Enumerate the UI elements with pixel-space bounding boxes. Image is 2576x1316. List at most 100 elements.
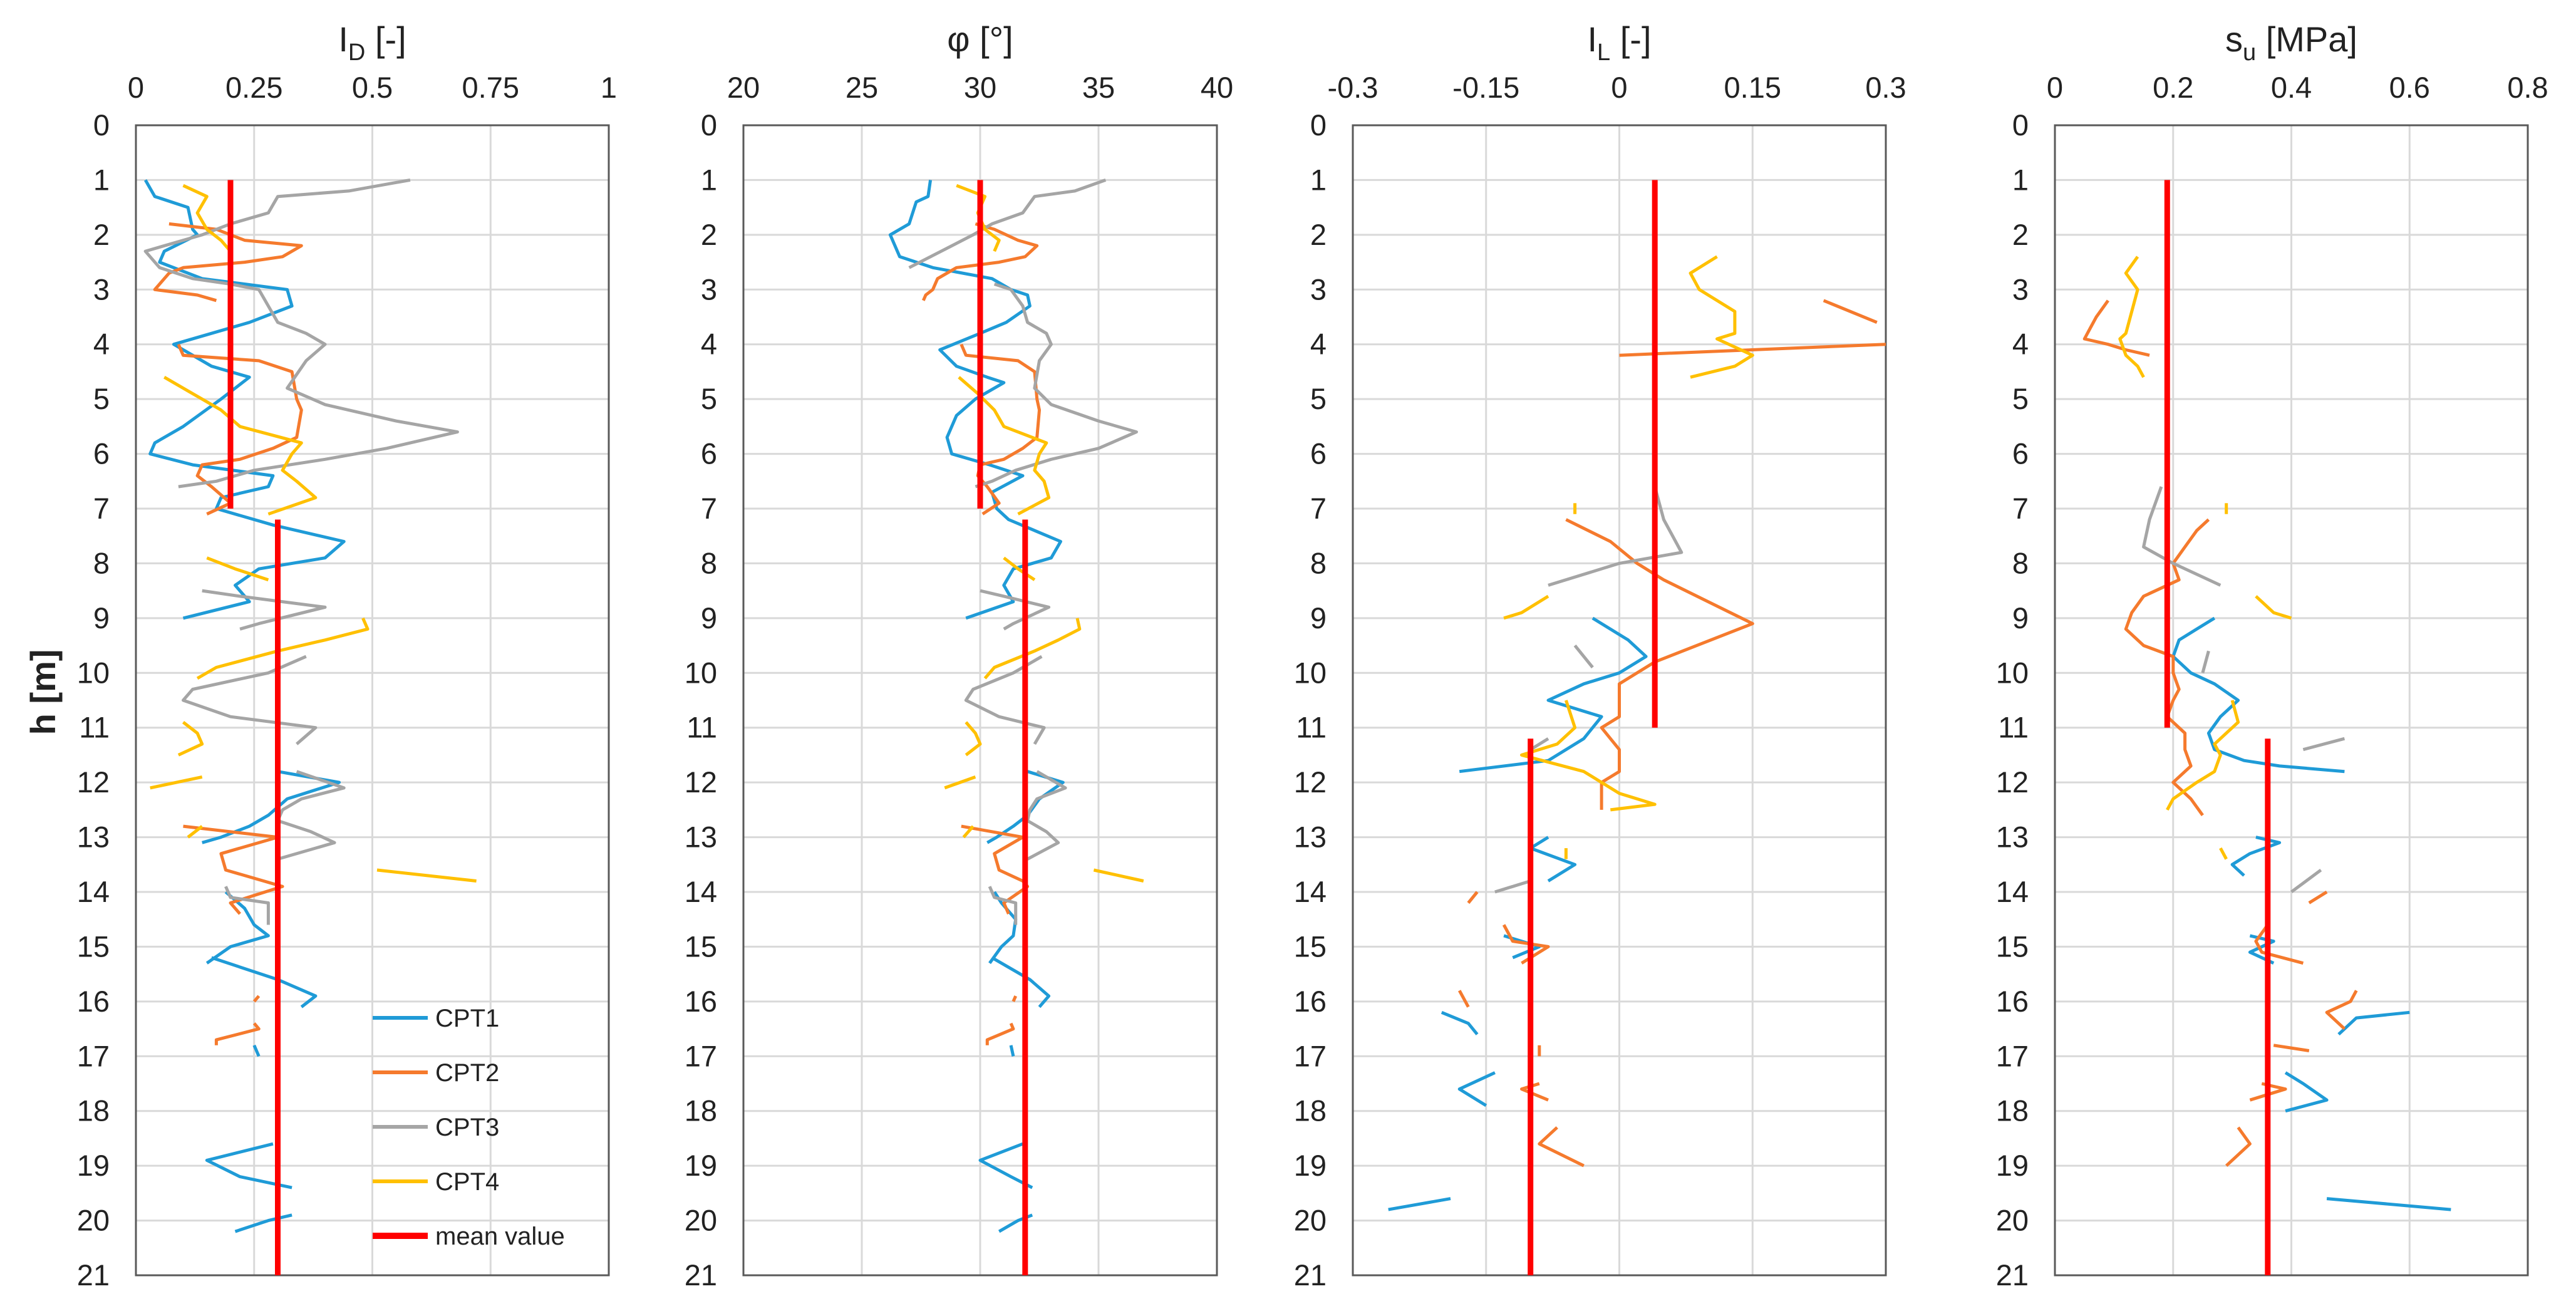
y-tick-label: 11 [686, 711, 717, 744]
x-tick-label: 0.8 [2507, 71, 2548, 104]
chart-title-unit: [-] [1610, 19, 1651, 59]
chart-title: su [MPa] [2225, 19, 2357, 66]
x-tick-label: -0.15 [1452, 71, 1519, 104]
chart-title-subscript: L [1597, 39, 1610, 66]
series-line-cpt1 [1388, 1197, 1451, 1211]
series-line-cpt4 [187, 825, 204, 839]
series-line-cpt1 [205, 891, 270, 965]
y-tick-label: 20 [1996, 1204, 2029, 1237]
y-tick-label: 18 [1294, 1094, 1327, 1127]
series-line-cpt3 [2302, 737, 2346, 752]
legend-label-mean-value: mean value [435, 1223, 565, 1250]
legend: CPT1 CPT2 CPT3 CPT4 mean value [373, 1005, 565, 1250]
series-line-cpt3 [224, 886, 270, 925]
series-line-cpt1 [2171, 616, 2345, 774]
series-line-cpt1 [1529, 836, 1577, 883]
y-tick-label: 15 [1996, 930, 2029, 963]
y-tick-label: 19 [1996, 1149, 2029, 1182]
y-tick-label: 16 [77, 985, 110, 1018]
y-tick-label: 12 [1294, 765, 1327, 799]
y-tick-label: 13 [1996, 821, 2029, 854]
series-line-cpt3 [202, 589, 327, 631]
y-tick-label: 5 [1310, 382, 1327, 415]
y-tick-label: 21 [1996, 1258, 2029, 1292]
chart-title: φ [°] [947, 19, 1013, 59]
y-tick-label: 18 [685, 1094, 717, 1127]
x-tick-label: 0.3 [1865, 71, 1906, 104]
y-tick-label: 1 [701, 163, 717, 196]
x-tick-label: 0.15 [1724, 71, 1781, 104]
series-line-cpt3 [182, 655, 318, 745]
y-tick-label: 14 [77, 875, 110, 908]
y-tick-label: 2 [93, 218, 110, 251]
y-tick-label: 5 [93, 382, 110, 415]
series-line-cpt2 [2308, 890, 2328, 904]
y-tick-label: 21 [1294, 1258, 1327, 1292]
series-line-cpt3 [2201, 650, 2210, 673]
series-line-cpt1 [988, 891, 1018, 965]
series-line-cpt4 [2219, 847, 2228, 860]
y-tick-label: 1 [1310, 163, 1327, 196]
x-tick-label: 0.4 [2271, 71, 2312, 104]
y-tick-label: 4 [701, 328, 717, 361]
series-line-cpt2 [985, 1022, 1015, 1045]
y-tick-label: 19 [685, 1149, 717, 1182]
plot-area-border [1352, 124, 1887, 1277]
series-line-cpt4 [376, 868, 477, 883]
chart-title-main: φ [°] [947, 19, 1013, 59]
y-tick-label: 7 [1310, 492, 1327, 525]
plot-area-border [742, 124, 1218, 1277]
y-tick-label: 14 [1996, 875, 2029, 908]
series-line-cpt1 [1459, 616, 1648, 774]
series-line-cpt4 [1689, 255, 1754, 379]
y-tick-label: 7 [701, 492, 717, 525]
series-line-cpt4 [962, 825, 975, 839]
x-tick-label: 0.5 [352, 71, 393, 104]
y-tick-label: 13 [77, 821, 110, 854]
y-tick-label: 15 [685, 930, 717, 963]
series-line-cpt1 [978, 1142, 1033, 1189]
chart-panel-2: φ [°]20 25 30 35 400123456789101112131415161… [685, 19, 1233, 1292]
chart-title-main: s [2225, 19, 2243, 59]
y-tick-label: 11 [1296, 711, 1327, 744]
y-tick-label: 11 [1998, 711, 2029, 744]
y-tick-label: 9 [2012, 601, 2029, 635]
y-tick-label: 3 [93, 272, 110, 306]
y-tick-label: 0 [93, 108, 110, 142]
y-tick-label: 3 [2012, 272, 2029, 306]
series-line-cpt3 [1548, 486, 1684, 587]
series-line-cpt1 [2284, 1071, 2329, 1113]
y-tick-label: 10 [1996, 656, 2029, 689]
y-tick-label: 18 [1996, 1094, 2029, 1127]
y-tick-label: 17 [77, 1039, 110, 1072]
x-tick-label: 20 [727, 71, 760, 104]
y-tick-label: 10 [1294, 656, 1327, 689]
series-line-cpt4 [1093, 868, 1144, 883]
y-tick-label: 11 [79, 711, 110, 744]
series-line-cpt3 [908, 179, 1107, 269]
series-line-cpt2 [1619, 343, 1886, 357]
chart-title: IL [-] [1587, 19, 1651, 66]
y-tick-label: 19 [1294, 1149, 1327, 1182]
series-line-cpt1 [888, 180, 1062, 620]
x-tick-label: 1 [601, 71, 617, 104]
series-line-cpt4 [150, 775, 203, 790]
x-tick-label: 40 [1201, 71, 1233, 104]
y-tick-label: 1 [93, 163, 110, 196]
series-line-cpt2 [1011, 995, 1017, 1002]
legend-label-cpt2: CPT2 [435, 1059, 499, 1087]
y-tick-label: 8 [93, 546, 110, 579]
x-tick-label: 0.6 [2389, 71, 2430, 104]
series-line-cpt1 [2326, 1197, 2451, 1211]
series-line-cpt2 [2254, 924, 2304, 965]
series-line-cpt4 [163, 376, 318, 516]
series-line-cpt3 [980, 589, 1051, 631]
y-tick-label: 6 [1310, 437, 1327, 470]
chart-title-subscript: D [348, 39, 365, 66]
series-line-cpt4 [1503, 594, 1549, 620]
x-tick-label: 0.75 [462, 71, 519, 104]
chart-title-subscript: u [2243, 39, 2256, 66]
chart-title-main: I [1587, 19, 1597, 59]
series-line-cpt1 [1009, 1045, 1015, 1057]
